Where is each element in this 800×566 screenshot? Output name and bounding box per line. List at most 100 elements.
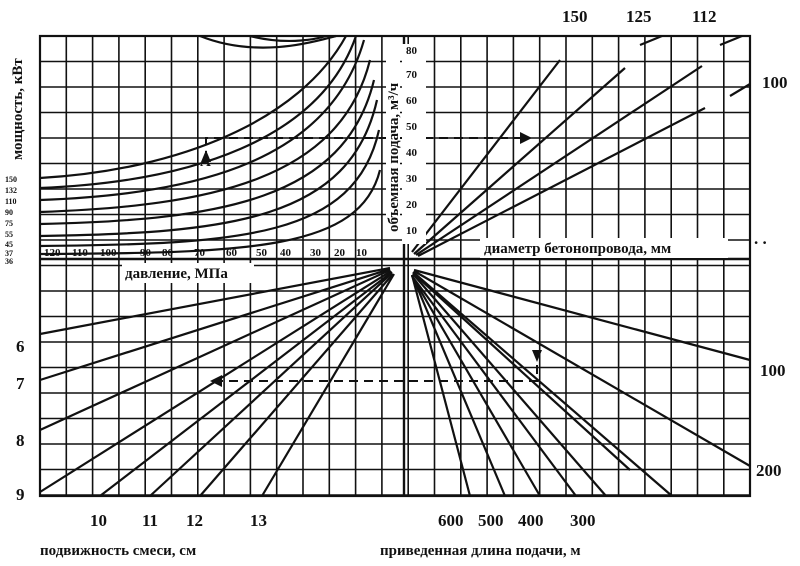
mobility-ray-7 (39, 267, 391, 382)
power-tick: 90 (5, 208, 13, 217)
length-rays (410, 268, 751, 497)
corner-mark: . . (754, 229, 767, 248)
mobility-labels: 6 7 8 9 10 11 12 13 (16, 337, 267, 530)
length-ray-200 (413, 270, 751, 467)
mobility-rays (39, 266, 395, 497)
pressure-tick: 110 (72, 247, 88, 259)
power-curves (39, 34, 382, 256)
power-axis-label: мощность, кВт (10, 58, 26, 160)
pressure-tick: 120 (44, 247, 61, 259)
volume-tick: 10 (406, 225, 418, 237)
example-dash-bottom (212, 350, 538, 382)
diameter-label: 125 (626, 7, 652, 26)
example-arrow-left (210, 375, 222, 387)
volume-tick: 70 (406, 69, 418, 81)
length-ray-c (412, 273, 607, 497)
pressure-tick: 20 (334, 247, 346, 259)
power-tick: 150 (5, 175, 17, 184)
power-curve-9 (199, 34, 337, 49)
diameter-stub-2 (719, 34, 743, 47)
length-axis-label: приведенная длина подачи, м (380, 543, 581, 559)
mobility-label: 12 (186, 511, 203, 530)
mobility-label: 8 (16, 431, 25, 450)
length-labels: 600 500 400 300 100 200 (438, 361, 786, 530)
power-curve-4 (39, 59, 372, 214)
power-tick: 110 (5, 197, 17, 206)
pressure-tick: 60 (226, 247, 238, 259)
power-curve-2 (39, 35, 358, 190)
mobility-ray-10 (99, 271, 393, 497)
power-tick: 36 (5, 257, 13, 266)
diameter-stub-3 (729, 83, 751, 97)
pressure-label-backdrop (122, 263, 254, 283)
pressure-tick: 50 (256, 247, 268, 259)
mobility-ray-12 (199, 273, 394, 497)
mobility-ray-8 (39, 268, 391, 432)
power-curve-6 (39, 99, 379, 238)
volume-tick: 30 (406, 173, 418, 185)
pressure-tick: 40 (280, 247, 292, 259)
diameter-label: 100 (762, 73, 788, 92)
pressure-tick: 90 (140, 247, 152, 259)
power-tick: 55 (5, 230, 13, 239)
power-curve-8 (39, 169, 382, 256)
volume-tick: 80 (406, 45, 418, 57)
diameter-line-125 (413, 67, 626, 255)
length-label: 400 (518, 511, 544, 530)
diameter-stub-1 (639, 34, 663, 47)
mobility-ray-6 (39, 266, 391, 336)
diameter-line-100 (417, 107, 706, 257)
length-ray-600 (410, 274, 472, 497)
volume-tick: 60 (406, 95, 418, 107)
mobility-label: 10 (90, 511, 107, 530)
mobility-label: 11 (142, 511, 158, 530)
volume-ticks: 80 70 60 50 40 30 20 10 (406, 45, 418, 237)
example-arrow-right (520, 132, 532, 144)
example-path (201, 132, 542, 387)
diameter-axis-label: диаметр бетонопровода, мм (484, 241, 671, 257)
volume-tick: 20 (406, 199, 418, 211)
pressure-tick: 30 (310, 247, 322, 259)
length-ray-400 (411, 275, 541, 497)
length-ray-a (412, 271, 673, 497)
power-tick: 75 (5, 219, 13, 228)
mobility-ray-11 (149, 272, 393, 497)
mobility-label: 7 (16, 374, 25, 393)
length-label: 300 (570, 511, 596, 530)
example-arrow-up (201, 150, 211, 162)
volume-axis-label: объемная подача, м³/ч (386, 82, 402, 232)
mobility-label: 13 (250, 511, 267, 530)
power-curve-10 (249, 34, 327, 42)
diameter-labels: 150 125 112 100 . . (562, 7, 788, 248)
pressure-tick: 80 (162, 247, 174, 259)
plot-frame (38, 34, 752, 498)
diameter-line-112 (415, 65, 703, 256)
diameter-label: 112 (692, 7, 717, 26)
power-curve-3 (39, 39, 366, 202)
power-tick: 45 (5, 240, 13, 249)
length-ray-b (412, 272, 631, 471)
power-curve-1 (39, 35, 347, 180)
pressure-axis-label: давление, МПа (125, 266, 228, 282)
power-example-marker: A (200, 154, 211, 170)
mobility-axis-label: подвижность смеси, см (40, 543, 196, 559)
volume-ticks-backdrop (402, 44, 426, 244)
length-label: 600 (438, 511, 464, 530)
power-tick: 132 (5, 186, 17, 195)
diameter-label: 150 (562, 7, 588, 26)
volume-tick: 50 (406, 121, 418, 133)
power-curve-7 (39, 129, 381, 248)
length-ray-500 (410, 274, 507, 497)
volume-tick: 40 (406, 147, 418, 159)
pressure-tick: 10 (356, 247, 368, 259)
power-tick: 37 (5, 249, 13, 258)
diameter-lines (411, 34, 751, 257)
length-ray-300 (411, 275, 577, 497)
diameter-line-150 (411, 59, 561, 253)
length-label: 100 (760, 361, 786, 380)
length-ray-100 (413, 268, 751, 362)
volume-label-backdrop (386, 40, 400, 230)
pressure-tick: 100 (100, 247, 117, 259)
mobility-ray-13 (261, 273, 395, 497)
